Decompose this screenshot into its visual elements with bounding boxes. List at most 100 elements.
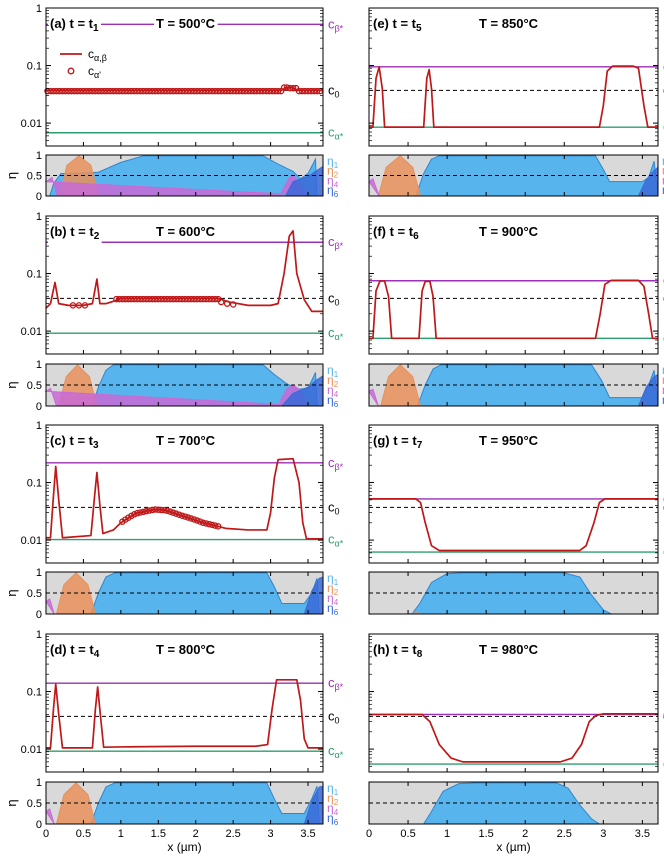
label-background [154,432,218,449]
c-alpha-prime-marker-43 [170,87,177,95]
legend-c-alpha-beta-subscript: α,β [94,53,107,63]
y-tick-label: 0.01 [21,535,42,547]
c0-label: c0 [328,290,340,307]
c-alpha-prime-marker-2 [116,295,123,303]
c-alpha-prime-marker-31 [208,521,216,529]
c-alpha-prime-marker-13 [155,506,162,514]
eta-axis-label: η [4,589,19,596]
c-alpha-prime-marker-59 [217,87,225,95]
eta-label-subscript: 2 [334,588,339,597]
c-alpha-prime-marker-18 [164,295,171,303]
c-alpha-prime-marker-6 [134,509,141,517]
c-alpha-prime-marker-4 [53,87,60,95]
panel-time-label-subscript: 2 [94,231,100,242]
x-tick-label: 3 [600,828,606,840]
c-alpha-prime-marker-13 [80,87,87,95]
c-alpha-prime-marker-29 [196,295,204,303]
c-alpha-prime-marker-24 [187,515,195,522]
eta-label-subscript: 1 [334,788,339,797]
c-alpha-prime-marker-6 [59,87,66,95]
c-alpha-prime-marker-30 [131,87,138,95]
c-alpha-prime-marker-3 [50,87,57,95]
panel-time-label-subscript: 8 [417,649,423,660]
eta-y-tick-label: 0.5 [27,171,42,183]
x-tick-label: 0.5 [400,828,415,840]
c-alpha-prime-marker-33 [208,295,216,303]
eta-label-subscript: 6 [334,400,339,409]
eta-label-2: η2 [662,164,664,180]
c-alpha-prime-marker-10 [71,87,78,95]
c-alpha-prime-marker-25 [190,516,198,523]
c-beta-eq-label: cβ* [328,16,344,33]
c-alpha-prime-marker-16 [89,87,96,95]
c-alpha-prime-marker-28 [125,87,132,95]
x-tick-label: 2.5 [226,828,241,840]
eta-label-subscript: 4 [334,180,339,189]
c-alpha-eq-label-subscript: α* [335,539,344,549]
c-beta-eq-label: cβ* [328,455,344,472]
eta-label-subscript: 1 [334,161,339,170]
eta-label-1: η1 [662,154,664,170]
c-alpha-prime-marker-87 [301,87,309,95]
eta-y-tick-label: 1 [36,567,42,579]
c-alpha-prime-marker-19 [98,87,105,95]
c-alpha-prime-marker-23 [178,295,186,303]
c-alpha-prime-marker-33 [140,87,147,95]
panel-time-label: (f) t = t6 [373,224,419,242]
x-axis-label: x (µm) [496,840,530,854]
conc-frame [45,633,324,773]
label-background [371,641,425,661]
eta-label-2: η2 [327,373,339,389]
c-alpha-prime-marker-71 [253,87,261,95]
c-alpha-prime-marker-72 [256,87,264,95]
eta-axis-label: η [4,172,19,179]
c0-label-subscript: 0 [335,297,340,307]
c-alpha-prime-marker-73 [259,87,267,95]
c-alpha-prime-marker-19 [167,295,174,303]
c-alpha-prime-marker-8 [65,87,72,95]
x-axis-label: x (µm) [167,840,201,854]
c-alpha-prime-marker-5 [131,511,138,518]
eta-label-4: η6 [327,183,339,199]
c-alpha-prime-marker-90 [310,87,318,95]
conc-frame [368,633,659,773]
x-tick-label: 2 [193,828,199,840]
c-alpha-prime-marker-26 [187,295,195,303]
c-alpha-prime-marker-38 [155,87,162,95]
eta-label-4: η6 [327,393,339,409]
c-alpha-prime-marker-58 [214,87,222,95]
panel-7: (d) t = t4 T = 800°C 1 0.1 0.01 cβ* c0 cα* 1 0.5 0… [4,629,344,840]
eta-y-tick-label: 0.5 [27,798,42,810]
c0-label: c0 [328,499,340,516]
panel-temperature-label: T = 600°C [156,224,216,239]
eta-axis-label: η [4,799,19,806]
c-beta-eq-label: cβ* [328,234,344,251]
c-alpha-prime-marker-22 [176,295,183,303]
c-alpha-prime-marker-68 [244,87,252,95]
c-alpha-prime-marker-31 [202,295,210,303]
eta-label-4: η6 [662,393,664,409]
x-tick-label: 3.5 [635,828,650,840]
c-beta-eq-label: cβ* [328,675,344,692]
c0-label-subscript: 0 [335,506,340,516]
label-background [154,223,218,240]
eta-label-1: η1 [327,571,339,587]
c-alpha-prime-marker-77 [271,87,279,95]
c-alpha-prime-marker-11 [143,295,150,303]
c-alpha-prime-marker-27 [122,87,129,95]
c-beta-eq-label-subscript: β* [335,462,344,472]
panel-time-label-subscript: 3 [93,440,99,451]
c-alpha-prime-marker-28 [199,519,207,527]
c-beta-eq-label-subscript: β* [335,241,344,251]
panel-time-label-subscript: 4 [94,649,100,660]
c-alpha-prime-marker-11 [74,87,81,95]
c0-label: c0 [328,82,340,99]
eta-y-tick-label: 0.5 [27,588,42,600]
panel-5: (c) t = t3 T = 700°C 1 0.1 0.01 cβ* c0 cα* 1 0.5 0… [4,420,344,621]
eta-grain-e4 [368,388,379,407]
eta-label-subscript: 6 [334,818,339,827]
y-tick-label: 0.1 [27,687,42,699]
c-alpha-prime-marker-28 [193,295,201,303]
